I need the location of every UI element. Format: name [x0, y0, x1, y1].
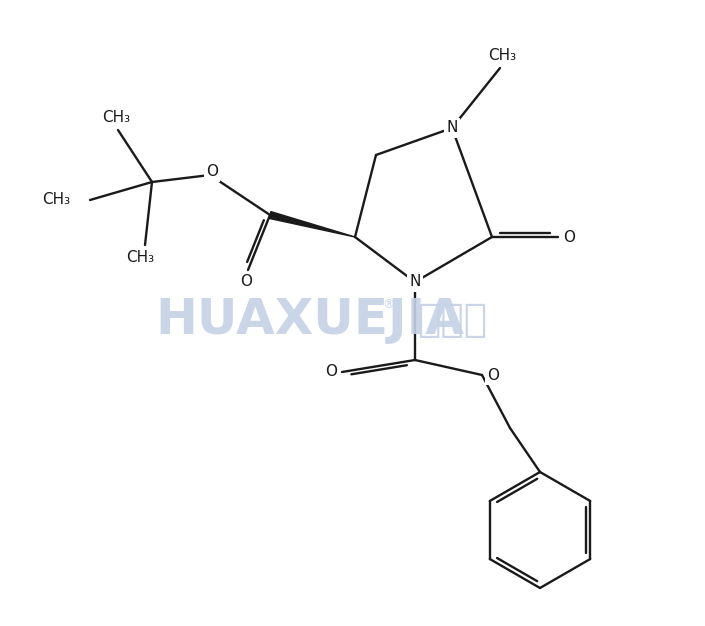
Text: N: N [446, 120, 458, 135]
Text: O: O [240, 274, 252, 289]
Text: ®: ® [381, 299, 394, 312]
Text: CH₃: CH₃ [488, 48, 516, 63]
Text: O: O [563, 230, 575, 245]
Text: O: O [487, 367, 499, 382]
Text: N: N [410, 274, 421, 289]
Text: CH₃: CH₃ [42, 193, 70, 207]
Text: CH₃: CH₃ [102, 111, 130, 125]
Polygon shape [269, 212, 355, 237]
Text: HUAXUEJIA: HUAXUEJIA [156, 296, 465, 344]
Text: 化学加: 化学加 [417, 301, 487, 339]
Text: CH₃: CH₃ [126, 250, 154, 265]
Text: O: O [325, 364, 337, 379]
Text: O: O [206, 165, 218, 180]
